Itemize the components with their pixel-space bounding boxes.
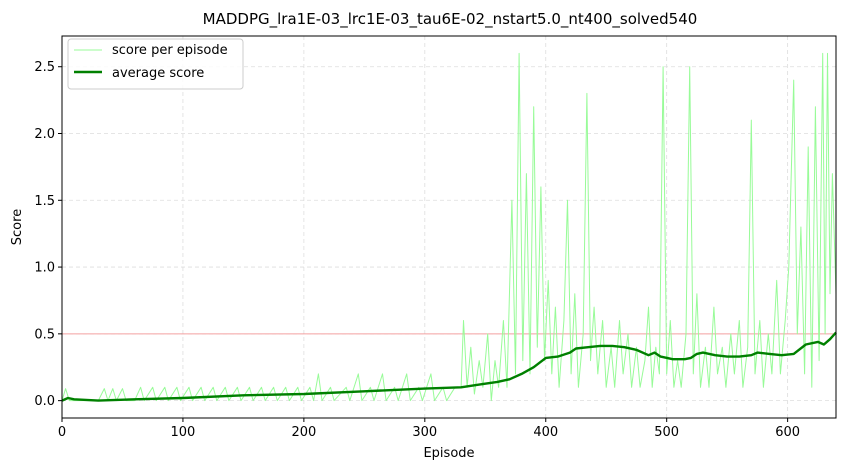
- x-axis: 0 100 200 300 400 500 600: [58, 418, 800, 440]
- plot-frame: [61, 35, 837, 419]
- x-tick-label: 600: [775, 425, 800, 440]
- y-axis-label: Score: [10, 209, 25, 245]
- legend: score per episode average score: [67, 38, 244, 90]
- legend-label-score: score per episode: [112, 43, 228, 58]
- x-tick-label: 300: [412, 425, 437, 440]
- legend-label-average: average score: [112, 66, 204, 81]
- series-line-average: [61, 331, 837, 402]
- x-tick-label: 400: [533, 425, 558, 440]
- y-axis: 0.0 0.5 1.0 1.5 2.0 2.5: [34, 60, 62, 409]
- series-layer: [61, 52, 837, 402]
- x-axis-label: Episode: [423, 446, 474, 461]
- legend-box: [67, 38, 244, 90]
- y-tick-label: 0.0: [34, 394, 55, 409]
- x-tick-label: 100: [171, 425, 196, 440]
- x-tick-label: 200: [291, 425, 316, 440]
- y-tick-label: 0.5: [34, 327, 55, 342]
- x-tick-label: 500: [654, 425, 679, 440]
- y-tick-label: 1.5: [34, 194, 55, 209]
- y-tick-label: 1.0: [34, 261, 55, 276]
- y-tick-label: 2.5: [34, 60, 55, 75]
- y-tick-label: 2.0: [34, 127, 55, 142]
- chart-title: MADDPG_lra1E-03_lrc1E-03_tau6E-02_nstart…: [203, 10, 698, 29]
- series-line-score: [61, 52, 837, 402]
- x-tick-label: 0: [58, 425, 66, 440]
